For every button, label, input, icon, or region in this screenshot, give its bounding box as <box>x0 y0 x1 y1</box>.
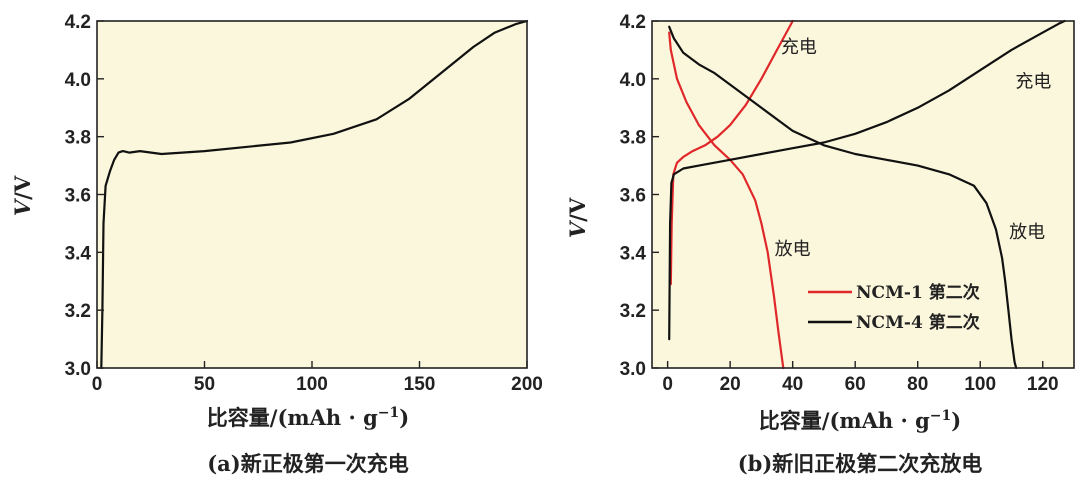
plot-b-y-tick-label: 3.6 <box>620 186 646 207</box>
plot-b-annotation: 放电 <box>1009 222 1045 243</box>
plot-a-x-label: 比容量/(mAh · g−1) <box>207 405 409 430</box>
plot-b-y-label: V/V <box>565 197 590 238</box>
plot-a-y-tick-label: 4.0 <box>65 70 91 91</box>
plot-b-y-tick-label: 4.2 <box>620 12 646 33</box>
plot-a-y-tick-label: 3.2 <box>65 301 91 322</box>
plot-a-x-tick-label: 200 <box>511 374 543 395</box>
plot-b-frame <box>651 20 1075 369</box>
plot-a-x-tick-label: 50 <box>194 374 215 395</box>
plot-a-y-tick-label: 3.0 <box>65 359 91 380</box>
plot-b-x-tick-label: 20 <box>720 374 741 395</box>
plot-b-annotation: 放电 <box>775 239 811 260</box>
plot-b-legend: NCM-1 第二次 NCM-4 第二次 <box>808 282 980 333</box>
plot-a-x-tick-label: 100 <box>296 374 328 395</box>
plot-b-y-tick-label: 3.8 <box>620 128 646 149</box>
plot-a-y-tick-label: 3.6 <box>65 186 91 207</box>
plot-a-y-tick-label: 3.8 <box>65 128 91 149</box>
plot-b-ncm1-discharge-line <box>668 31 785 370</box>
plot-b-x-label: 比容量/(mAh · g−1) <box>759 408 961 433</box>
plot-a-frame <box>96 20 528 369</box>
plot-b-series <box>668 19 1066 370</box>
plot-b-y-tick-label: 3.0 <box>620 359 646 380</box>
plot-b-x-tick-label: 120 <box>1027 374 1059 395</box>
plot-a-y-tick-label: 3.4 <box>65 243 92 264</box>
plot-a-series <box>100 19 529 370</box>
plot-b-ncm4-discharge-line <box>668 25 1018 370</box>
plot-a-caption: (a)新正极第一次充电 <box>207 451 408 476</box>
plot-b-caption: (b)新旧正极第二次充放电 <box>738 451 983 476</box>
plot-b-ticks: 0 20 40 60 80 100 120 3.0 3.2 3.4 3.6 3.8 4.0 4.2 <box>620 12 1059 395</box>
plot-b-x-tick-label: 40 <box>782 374 803 395</box>
plot-b-y-tick-label: 3.4 <box>620 243 647 264</box>
plot-a-charge-line <box>100 19 529 370</box>
plot-b-x-tick-label: 80 <box>907 374 928 395</box>
plot-b-ncm4-charge-line <box>668 19 1066 341</box>
plot-b-y-tick-label: 3.2 <box>620 301 646 322</box>
legend-label-ncm1: NCM-1 第二次 <box>856 282 980 303</box>
plot-b-annotation: 充电 <box>1015 72 1051 93</box>
plot-b-y-tick-label: 4.0 <box>620 70 646 91</box>
plot-a-background <box>97 21 527 368</box>
panel-a: 0 50 100 150 200 3.0 3.2 3.4 3.6 3.8 4.0 4.2 V/V 比容… <box>10 12 543 476</box>
plot-b-annotation: 充电 <box>781 37 817 58</box>
plot-b-x-tick-label: 0 <box>662 374 673 395</box>
legend-label-ncm4: NCM-4 第二次 <box>856 312 980 333</box>
plot-a-ticks: 0 50 100 150 200 3.0 3.2 3.4 3.6 3.8 4.0 4.2 <box>65 12 543 395</box>
plot-b-x-tick-label: 100 <box>964 374 996 395</box>
plot-a-y-label: V/V <box>10 175 35 216</box>
plot-a-x-tick-label: 0 <box>92 374 103 395</box>
plot-b-x-tick-label: 60 <box>845 374 866 395</box>
plot-a-x-tick-label: 150 <box>404 374 436 395</box>
plot-a-y-tick-label: 4.2 <box>65 12 91 33</box>
